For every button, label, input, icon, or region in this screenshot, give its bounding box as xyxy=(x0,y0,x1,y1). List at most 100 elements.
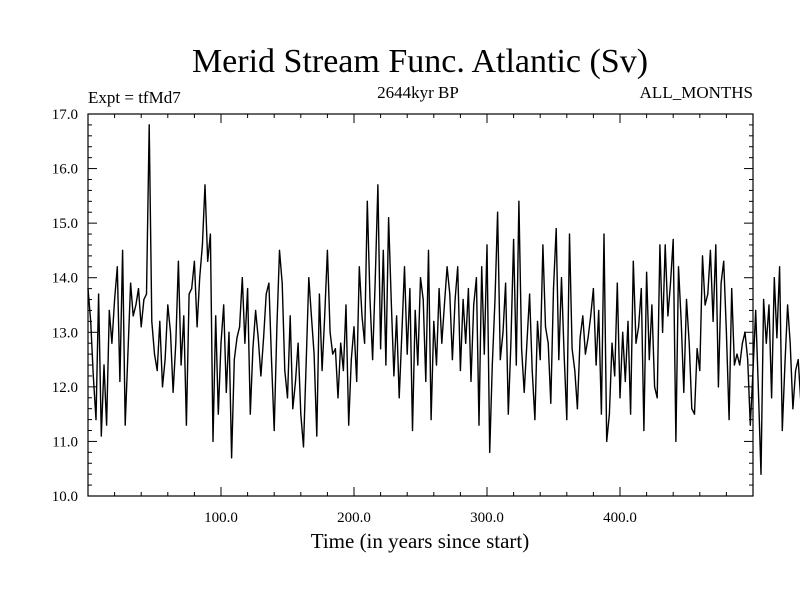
data-point xyxy=(531,369,533,372)
y-tick-label: 13.0 xyxy=(52,325,78,341)
data-point xyxy=(270,359,273,361)
data-point xyxy=(691,408,693,410)
data-point xyxy=(318,293,320,295)
data-point xyxy=(140,326,142,328)
data-point xyxy=(643,429,645,432)
data-point xyxy=(313,353,315,355)
data-point xyxy=(542,244,544,246)
data-point xyxy=(571,348,573,350)
data-point xyxy=(281,282,283,284)
data-point xyxy=(106,424,108,426)
data-point xyxy=(646,271,648,273)
data-point xyxy=(715,244,717,246)
data-point xyxy=(505,282,507,284)
data-point xyxy=(630,413,632,415)
x-tick-label: 200.0 xyxy=(337,510,371,526)
data-point xyxy=(699,369,701,372)
data-point xyxy=(451,359,453,361)
data-point xyxy=(135,304,137,306)
data-point xyxy=(268,282,270,284)
data-point xyxy=(247,288,249,290)
data-point xyxy=(244,342,246,344)
data-point xyxy=(648,359,650,361)
data-point xyxy=(677,266,680,268)
data-point xyxy=(215,315,217,317)
data-point xyxy=(382,249,384,251)
data-point xyxy=(302,446,305,448)
data-point xyxy=(515,364,517,366)
data-point xyxy=(422,298,424,301)
data-point xyxy=(241,277,243,279)
data-point xyxy=(403,266,406,268)
data-point xyxy=(765,342,767,344)
data-point xyxy=(199,277,201,279)
data-point xyxy=(481,266,483,268)
data-point xyxy=(731,288,733,290)
data-point xyxy=(358,266,360,268)
data-point xyxy=(707,293,709,295)
data-point xyxy=(736,353,738,355)
data-point xyxy=(132,315,134,317)
data-point xyxy=(595,364,597,366)
data-point xyxy=(659,244,661,246)
data-point xyxy=(217,413,219,415)
data-point xyxy=(523,391,525,393)
data-point xyxy=(672,238,674,241)
data-point xyxy=(401,331,403,333)
data-point xyxy=(300,413,302,415)
data-point xyxy=(201,244,203,246)
data-point xyxy=(137,288,140,290)
time-period-label: 2644kyr BP xyxy=(377,83,459,102)
data-point xyxy=(606,440,608,442)
data-point xyxy=(723,260,725,262)
data-point xyxy=(204,184,206,186)
data-point xyxy=(608,413,611,415)
data-point xyxy=(417,364,419,366)
data-point xyxy=(507,413,509,415)
data-point xyxy=(164,359,166,361)
data-point xyxy=(193,260,195,262)
data-point xyxy=(324,315,326,317)
data-point xyxy=(497,211,499,213)
data-point xyxy=(441,342,443,344)
data-point xyxy=(781,429,783,432)
data-point xyxy=(175,342,177,344)
data-point xyxy=(255,309,257,312)
data-point xyxy=(576,408,579,410)
x-tick-label: 100.0 xyxy=(204,510,238,526)
data-point xyxy=(598,309,600,312)
x-tick-label: 300.0 xyxy=(470,510,504,526)
data-point xyxy=(196,326,198,328)
data-points xyxy=(87,124,799,475)
data-point xyxy=(153,353,156,355)
data-point xyxy=(425,380,427,382)
data-point xyxy=(592,288,595,290)
data-point xyxy=(640,288,642,290)
data-point xyxy=(249,413,251,415)
data-point xyxy=(406,353,408,355)
data-point xyxy=(172,391,174,393)
data-point xyxy=(693,413,696,415)
data-point xyxy=(683,391,685,393)
x-tick-label: 400.0 xyxy=(603,510,637,526)
data-point xyxy=(369,298,371,301)
data-point xyxy=(372,359,374,361)
data-point xyxy=(475,277,477,279)
y-tick-label: 16.0 xyxy=(52,162,78,178)
data-point xyxy=(119,380,121,382)
data-point xyxy=(385,364,387,366)
data-point xyxy=(760,473,762,475)
data-point xyxy=(435,364,438,366)
data-point xyxy=(749,424,751,426)
y-tick-label: 11.0 xyxy=(52,434,78,450)
data-point xyxy=(159,320,161,322)
data-point xyxy=(380,348,382,350)
data-point xyxy=(752,369,754,372)
data-point xyxy=(90,320,92,322)
data-point xyxy=(688,342,690,344)
data-point xyxy=(627,320,629,322)
data-point xyxy=(696,348,698,350)
data-point xyxy=(600,413,603,415)
data-point xyxy=(145,293,148,295)
data-point xyxy=(614,375,616,377)
